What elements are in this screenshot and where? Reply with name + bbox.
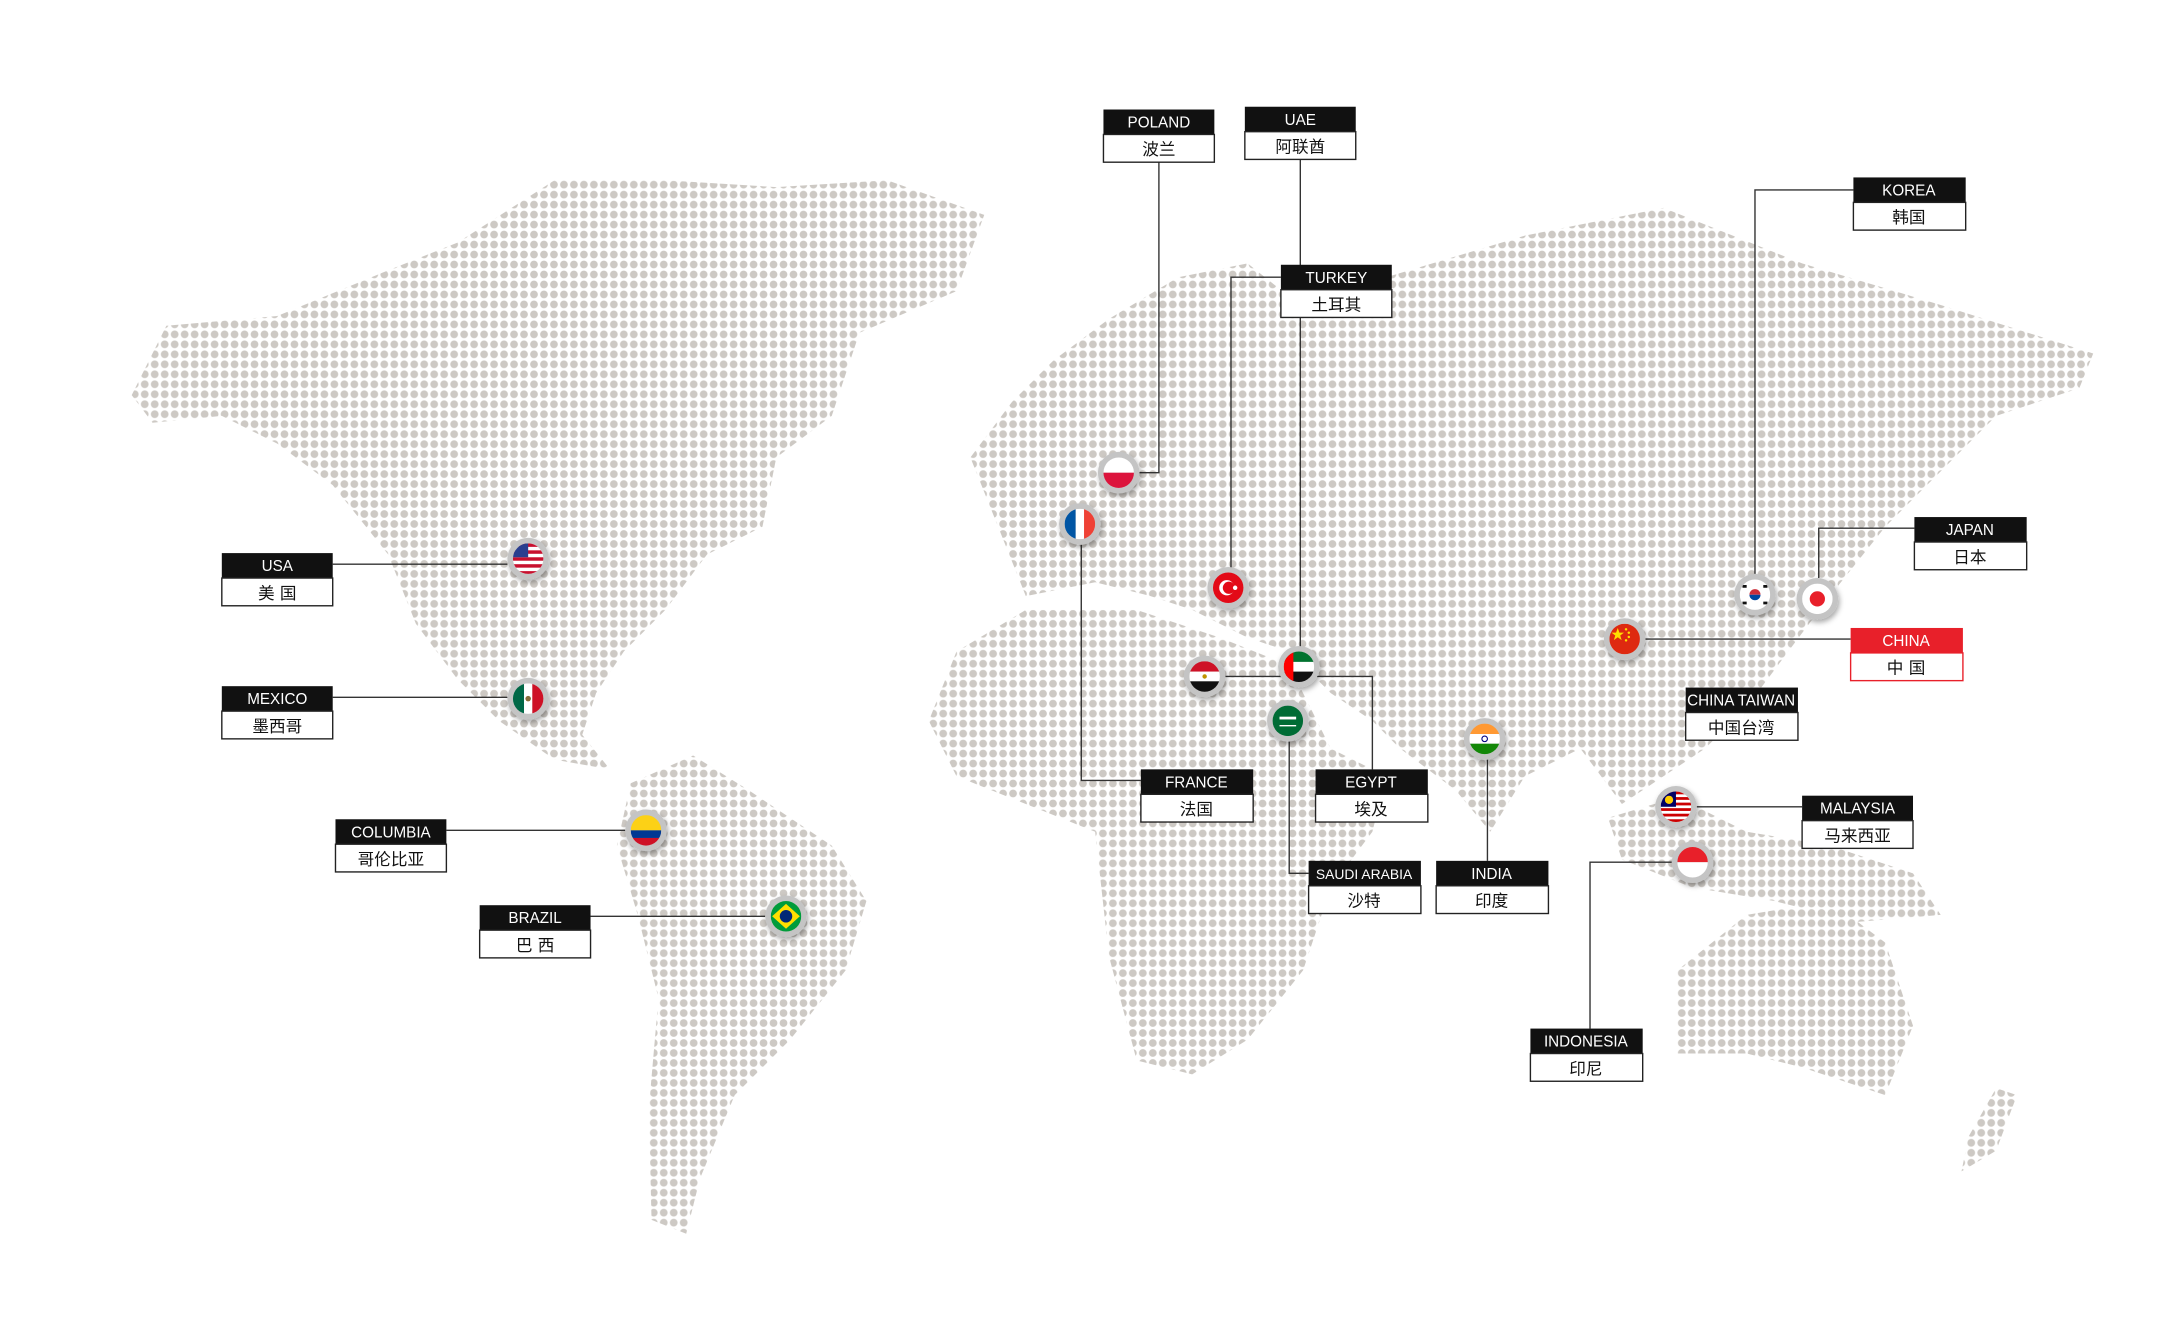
egypt-flag-icon[interactable] [1183,655,1226,698]
svg-text:中 国: 中 国 [1887,659,1926,678]
label-japan[interactable]: JAPAN 日本 [1913,517,2028,571]
flag-markers [507,451,1839,938]
svg-text:USA: USA [262,558,294,575]
label-columbia[interactable]: COLUMBIA 哥伦比亚 [334,819,448,873]
malaysia-flag-icon[interactable] [1655,785,1697,828]
france-flag-icon[interactable] [1059,503,1101,545]
svg-text:UAE: UAE [1285,112,1316,129]
svg-text:TURKEY: TURKEY [1305,270,1367,287]
svg-text:美 国: 美 国 [258,584,297,603]
svg-text:马来西亚: 马来西亚 [1824,826,1891,845]
connector-lines [332,159,1915,1029]
svg-text:FRANCE: FRANCE [1165,774,1228,791]
svg-text:土耳其: 土耳其 [1311,296,1361,315]
label-france[interactable]: FRANCE 法国 [1140,769,1254,823]
usa-flag-icon[interactable] [507,537,549,580]
label-turkey[interactable]: TURKEY 土耳其 [1280,264,1393,319]
country-labels: POLAND 波兰 UAE 阿联酋 TURKEY 土耳其 KOREA 韩国 JAPAN 日… [221,106,2028,1082]
label-indonesia[interactable]: INDONESIA 印尼 [1529,1028,1644,1082]
label-saudi-arabia[interactable]: SAUDI ARABIA 沙特 [1307,860,1422,915]
south-america [616,755,867,1234]
india-flag-icon[interactable] [1463,718,1506,760]
turkey-flag-icon[interactable] [1207,566,1250,609]
svg-text:埃及: 埃及 [1354,800,1388,819]
mexico-flag-icon[interactable] [507,677,549,720]
eurasia [970,207,2094,832]
svg-text:INDONESIA: INDONESIA [1544,1034,1629,1051]
svg-text:沙特: 沙特 [1347,892,1380,911]
svg-text:阿联酋: 阿联酋 [1275,137,1325,156]
uae-flag-icon[interactable] [1278,645,1320,688]
saudi-arabia-flag-icon[interactable] [1267,700,1309,742]
svg-text:哥伦比亚: 哥伦比亚 [358,850,425,869]
poland-flag-icon[interactable] [1097,451,1140,494]
label-mexico[interactable]: MEXICO 墨西哥 [221,686,334,740]
svg-text:中国台湾: 中国台湾 [1708,718,1775,737]
australia [1677,901,1914,1096]
svg-text:CHINA: CHINA [1882,633,1930,650]
svg-text:印尼: 印尼 [1569,1059,1602,1078]
label-brazil[interactable]: BRAZIL 巴 西 [478,905,592,959]
svg-text:法国: 法国 [1180,800,1213,819]
china-flag-icon[interactable] [1603,618,1646,660]
label-uae[interactable]: UAE 阿联酋 [1244,106,1357,161]
svg-text:MEXICO: MEXICO [247,691,307,708]
svg-text:INDIA: INDIA [1471,866,1512,883]
indonesia-flag-icon[interactable] [1671,841,1714,884]
svg-text:波兰: 波兰 [1142,140,1175,159]
svg-text:韩国: 韩国 [1892,208,1925,227]
north-america [131,180,985,770]
svg-text:日本: 日本 [1953,548,1987,567]
svg-text:SAUDI ARABIA: SAUDI ARABIA [1316,866,1413,882]
svg-text:印度: 印度 [1475,892,1508,911]
svg-text:EGYPT: EGYPT [1345,774,1397,791]
label-malaysia[interactable]: MALAYSIA 马来西亚 [1801,795,1914,850]
japan-flag-icon[interactable] [1796,578,1839,620]
svg-text:墨西哥: 墨西哥 [252,717,302,736]
svg-text:COLUMBIA: COLUMBIA [351,824,431,841]
korea-flag-icon[interactable] [1734,573,1776,616]
svg-text:巴 西: 巴 西 [516,936,555,955]
label-poland[interactable]: POLAND 波兰 [1102,109,1216,163]
svg-text:JAPAN: JAPAN [1946,522,1994,539]
label-china-taiwan[interactable]: CHINA TAIWAN 中国台湾 [1684,687,1799,741]
svg-text:KOREA: KOREA [1882,182,1936,199]
label-india[interactable]: INDIA 印度 [1435,860,1550,915]
brazil-flag-icon[interactable] [765,895,807,938]
label-usa[interactable]: USA 美 国 [221,553,334,607]
continents [131,180,2094,1234]
southeast-asia-islands [1608,797,1941,922]
colombia-flag-icon[interactable] [625,809,667,852]
svg-text:CHINA TAIWAN: CHINA TAIWAN [1687,693,1795,710]
label-egypt[interactable]: EGYPT 埃及 [1314,769,1429,823]
label-china[interactable]: CHINA 中 国 [1849,627,1964,682]
svg-text:POLAND: POLAND [1128,115,1191,132]
svg-text:BRAZIL: BRAZIL [508,910,561,927]
new-zealand [1961,1088,2017,1172]
svg-text:MALAYSIA: MALAYSIA [1820,801,1896,818]
label-korea[interactable]: KOREA 韩国 [1852,177,1967,231]
